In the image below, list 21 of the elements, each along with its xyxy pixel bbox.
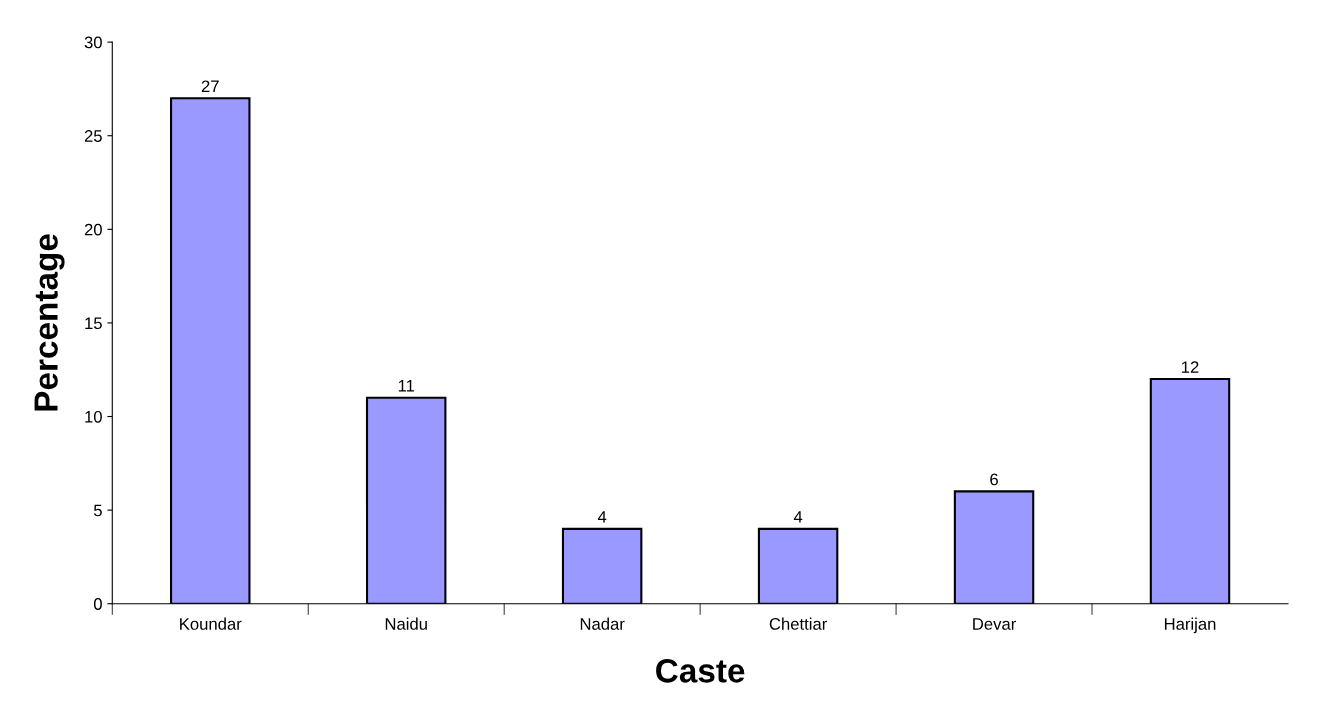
x-tick-label: Devar — [973, 618, 1017, 630]
x-tick-label: Harijan — [1164, 617, 1216, 634]
x-axis-title: Caste — [656, 659, 745, 683]
y-tick-label: 0 — [93, 598, 102, 610]
y-tick-label: 10 — [85, 410, 102, 423]
data-label: 11 — [398, 380, 415, 392]
y-tick-label: 30 — [84, 36, 102, 49]
y-tick-label: 5 — [93, 504, 102, 517]
data-label: 4 — [597, 511, 607, 523]
y-tick-label: 20 — [84, 223, 102, 236]
data-label: 6 — [990, 473, 998, 486]
y-tick-label: 15 — [85, 317, 102, 330]
x-tick-label: Chettiar — [769, 617, 828, 630]
x-tick-label: Naidu — [385, 617, 427, 630]
y-axis-title: Percentage — [34, 234, 65, 411]
data-label: 12 — [1182, 361, 1199, 373]
data-label: 4 — [793, 511, 803, 523]
x-tick-label: Nadar — [580, 617, 625, 630]
y-tick-label: 25 — [84, 130, 102, 142]
x-tick-label: Koundar — [180, 617, 242, 630]
data-label: 27 — [201, 80, 219, 93]
